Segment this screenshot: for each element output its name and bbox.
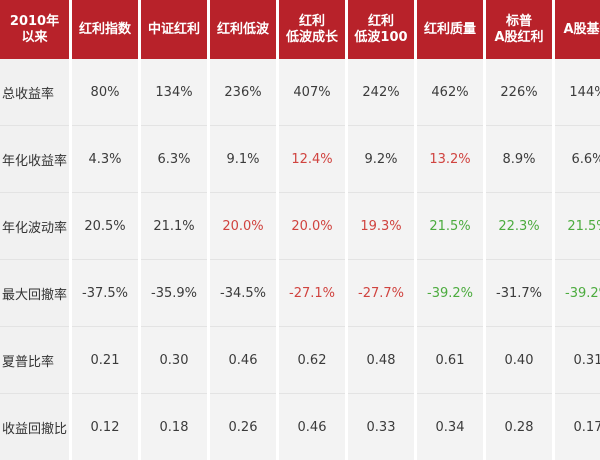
table-cell: 0.26 <box>210 393 276 460</box>
table-cell: 0.48 <box>348 326 414 393</box>
table-cell: 0.61 <box>417 326 483 393</box>
table-row: 最大回撤率 -37.5% -35.9% -34.5% -27.1% -27.7% -39.2… <box>0 259 600 326</box>
table-cell: 19.3% <box>348 192 414 259</box>
row-label: 收益回撤比 <box>0 393 69 460</box>
header-text-line: 红利 <box>298 13 325 29</box>
table-cell: 12.4% <box>279 125 345 192</box>
table-cell: -27.7% <box>348 259 414 326</box>
table-cell: -35.9% <box>141 259 207 326</box>
column-header: 红利 低波100 <box>348 0 414 59</box>
table-cell: 0.17 <box>555 393 600 460</box>
row-label: 年化收益率 <box>0 125 69 192</box>
header-text-line: 红利 <box>367 13 394 29</box>
column-header: 红利低波 <box>210 0 276 59</box>
table-cell: 21.5% <box>417 192 483 259</box>
header-text-line: A股红利 <box>494 29 544 45</box>
column-header: A股基金 <box>555 0 600 59</box>
table-row: 收益回撤比 0.12 0.18 0.26 0.46 0.33 0.34 0.28 0.17 <box>0 393 600 460</box>
table-row: 年化波动率 20.5% 21.1% 20.0% 20.0% 19.3% 21.5% 22.3%… <box>0 192 600 259</box>
table-cell: 144% <box>555 59 600 125</box>
table-cell: 0.40 <box>486 326 552 393</box>
row-label: 总收益率 <box>0 59 69 125</box>
column-header: 中证红利 <box>141 0 207 59</box>
table-cell: -31.7% <box>486 259 552 326</box>
table-cell: 6.3% <box>141 125 207 192</box>
header-text-line: 红利质量 <box>423 21 476 37</box>
table-cell: 13.2% <box>417 125 483 192</box>
table-cell: 134% <box>141 59 207 125</box>
column-header: 标普 A股红利 <box>486 0 552 59</box>
table-cell: 0.21 <box>72 326 138 393</box>
header-text-line: 以来 <box>21 29 48 45</box>
table-cell: 0.12 <box>72 393 138 460</box>
table-cell: 21.1% <box>141 192 207 259</box>
row-label: 夏普比率 <box>0 326 69 393</box>
table-cell: -34.5% <box>210 259 276 326</box>
table-cell: 0.33 <box>348 393 414 460</box>
table-cell: 0.28 <box>486 393 552 460</box>
table-row: 夏普比率 0.21 0.30 0.46 0.62 0.48 0.61 0.40 0.31 <box>0 326 600 393</box>
table-cell: 407% <box>279 59 345 125</box>
table-cell: -27.1% <box>279 259 345 326</box>
header-period-label: 2010年 以来 <box>0 0 69 59</box>
column-header: 红利质量 <box>417 0 483 59</box>
header-text-line: 中证红利 <box>147 21 200 37</box>
header-text-line: 2010年 <box>9 13 60 29</box>
table-cell: 0.46 <box>279 393 345 460</box>
table-cell: -37.5% <box>72 259 138 326</box>
table-cell: 0.62 <box>279 326 345 393</box>
table-cell: 0.18 <box>141 393 207 460</box>
header-text-line: 红利低波 <box>216 21 269 37</box>
table-cell: -39.2% <box>417 259 483 326</box>
table-cell: 9.1% <box>210 125 276 192</box>
row-label: 最大回撤率 <box>0 259 69 326</box>
table-cell: 21.5% <box>555 192 600 259</box>
column-header: 红利 低波成长 <box>279 0 345 59</box>
table-cell: 20.0% <box>210 192 276 259</box>
row-label: 年化波动率 <box>0 192 69 259</box>
header-text-line: 红利指数 <box>78 21 131 37</box>
column-header: 红利指数 <box>72 0 138 59</box>
table-cell: 20.5% <box>72 192 138 259</box>
table-cell: 4.3% <box>72 125 138 192</box>
table-header: 2010年 以来 红利指数 中证红利 红利低波 红利 低波成长 红利 低波100 红利质量 标普 A股… <box>0 0 600 59</box>
table-cell: 242% <box>348 59 414 125</box>
table-body: 总收益率80%134%236%407%242%462%226%144%年化收益率… <box>0 59 600 460</box>
table-cell: 0.31 <box>555 326 600 393</box>
header-text-line: A股基金 <box>563 21 600 37</box>
table-cell: 80% <box>72 59 138 125</box>
table-cell: 226% <box>486 59 552 125</box>
header-text-line: 低波成长 <box>285 29 338 45</box>
table-cell: 236% <box>210 59 276 125</box>
table-cell: 0.46 <box>210 326 276 393</box>
table-cell: 6.6% <box>555 125 600 192</box>
table-cell: 0.34 <box>417 393 483 460</box>
table-cell: -39.2% <box>555 259 600 326</box>
header-text-line: 低波100 <box>354 29 408 45</box>
table-cell: 9.2% <box>348 125 414 192</box>
table-cell: 0.30 <box>141 326 207 393</box>
header-text-line: 标普 <box>505 13 532 29</box>
header-row: 2010年 以来 红利指数 中证红利 红利低波 红利 低波成长 红利 低波100 红利质量 标普 A股… <box>0 0 600 59</box>
table-cell: 22.3% <box>486 192 552 259</box>
table-cell: 20.0% <box>279 192 345 259</box>
table-cell: 462% <box>417 59 483 125</box>
table-cell: 8.9% <box>486 125 552 192</box>
